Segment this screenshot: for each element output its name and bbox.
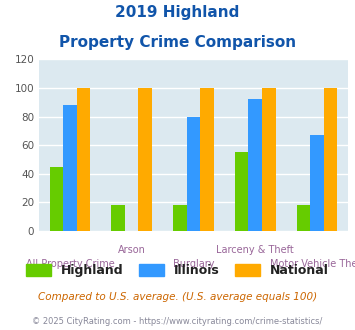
Bar [63,105,77,231]
Bar [173,205,187,231]
Bar [235,152,248,231]
Bar [262,88,275,231]
Text: Larceny & Theft: Larceny & Theft [216,245,294,255]
Bar [138,88,152,231]
Bar [111,205,125,231]
Text: Burglary: Burglary [173,259,214,269]
Text: All Property Crime: All Property Crime [26,259,114,269]
Bar [310,135,324,231]
Bar [297,205,310,231]
Legend: Highland, Illinois, National: Highland, Illinois, National [21,259,334,282]
Text: Compared to U.S. average. (U.S. average equals 100): Compared to U.S. average. (U.S. average … [38,292,317,302]
Text: Motor Vehicle Theft: Motor Vehicle Theft [270,259,355,269]
Text: © 2025 CityRating.com - https://www.cityrating.com/crime-statistics/: © 2025 CityRating.com - https://www.city… [32,317,323,326]
Bar [200,88,214,231]
Bar [50,167,63,231]
Bar [324,88,337,231]
Bar [248,99,262,231]
Bar [77,88,90,231]
Text: 2019 Highland: 2019 Highland [115,5,240,20]
Text: Property Crime Comparison: Property Crime Comparison [59,35,296,50]
Text: Arson: Arson [118,245,146,255]
Bar [187,116,200,231]
